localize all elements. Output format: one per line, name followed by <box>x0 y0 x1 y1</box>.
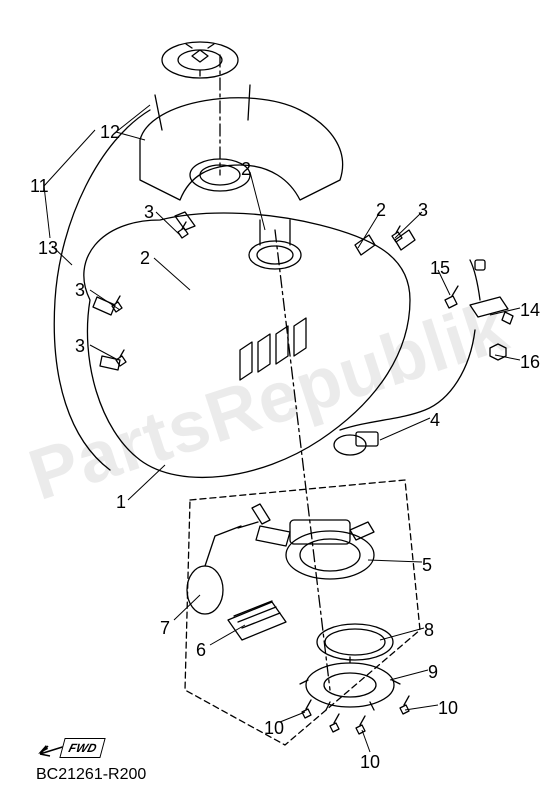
callout-13: 13 <box>38 238 58 259</box>
callout-2: 2 <box>376 200 386 221</box>
callout-3: 3 <box>144 202 154 223</box>
callout-12: 12 <box>100 122 120 143</box>
callout-1: 1 <box>116 492 126 513</box>
callout-3: 3 <box>75 280 85 301</box>
fwd-label: FWD <box>59 738 106 758</box>
callout-6: 6 <box>196 640 206 661</box>
callout-2: 2 <box>241 159 251 180</box>
callout-9: 9 <box>428 662 438 683</box>
callout-10: 10 <box>360 752 380 773</box>
callout-2: 2 <box>140 248 150 269</box>
callout-15: 15 <box>430 258 450 279</box>
callout-4: 4 <box>430 410 440 431</box>
exploded-view-drawing <box>0 0 558 800</box>
callout-10: 10 <box>438 698 458 719</box>
callout-3: 3 <box>418 200 428 221</box>
callout-14: 14 <box>520 300 540 321</box>
callout-5: 5 <box>422 555 432 576</box>
diagram-part-number: BC21261-R200 <box>36 766 146 784</box>
callout-7: 7 <box>160 618 170 639</box>
callout-8: 8 <box>424 620 434 641</box>
callout-10: 10 <box>264 718 284 739</box>
callout-3: 3 <box>75 336 85 357</box>
callout-16: 16 <box>520 352 540 373</box>
callout-11: 11 <box>30 176 49 197</box>
diagram-canvas: PartsRepublik <box>0 0 558 800</box>
